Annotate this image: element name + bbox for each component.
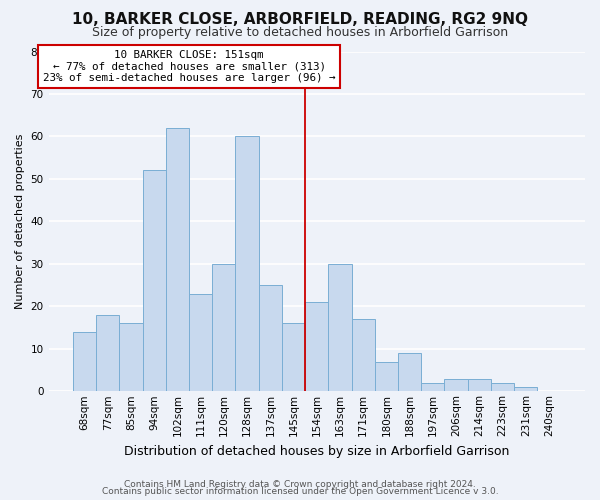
X-axis label: Distribution of detached houses by size in Arborfield Garrison: Distribution of detached houses by size … (124, 444, 509, 458)
Bar (328, 264, 352, 392)
Text: Contains HM Land Registry data © Crown copyright and database right 2024.: Contains HM Land Registry data © Crown c… (124, 480, 476, 489)
Bar (96, 315, 119, 392)
Text: Contains public sector information licensed under the Open Government Licence v : Contains public sector information licen… (101, 487, 499, 496)
Bar (352, 319, 375, 392)
Y-axis label: Number of detached properties: Number of detached properties (15, 134, 25, 309)
Bar (166, 128, 189, 392)
Text: 10 BARKER CLOSE: 151sqm
← 77% of detached houses are smaller (313)
23% of semi-d: 10 BARKER CLOSE: 151sqm ← 77% of detache… (43, 50, 335, 83)
Bar (212, 264, 235, 392)
Bar (468, 378, 491, 392)
Bar (119, 324, 143, 392)
Bar (282, 324, 305, 392)
Bar (491, 383, 514, 392)
Bar (514, 387, 538, 392)
Bar (445, 378, 468, 392)
Bar (305, 302, 328, 392)
Text: Size of property relative to detached houses in Arborfield Garrison: Size of property relative to detached ho… (92, 26, 508, 39)
Text: 10, BARKER CLOSE, ARBORFIELD, READING, RG2 9NQ: 10, BARKER CLOSE, ARBORFIELD, READING, R… (72, 12, 528, 28)
Bar (421, 383, 445, 392)
Bar (189, 294, 212, 392)
Bar (73, 332, 96, 392)
Bar (398, 353, 421, 392)
Bar (143, 170, 166, 392)
Bar (259, 285, 282, 392)
Bar (375, 362, 398, 392)
Bar (235, 136, 259, 392)
